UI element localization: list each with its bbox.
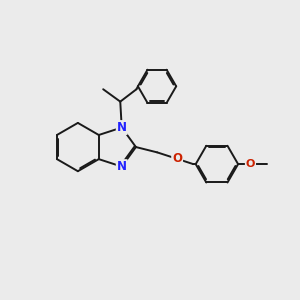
Text: O: O: [246, 159, 255, 169]
Text: O: O: [172, 152, 182, 165]
Text: N: N: [117, 121, 127, 134]
Text: N: N: [117, 160, 127, 173]
